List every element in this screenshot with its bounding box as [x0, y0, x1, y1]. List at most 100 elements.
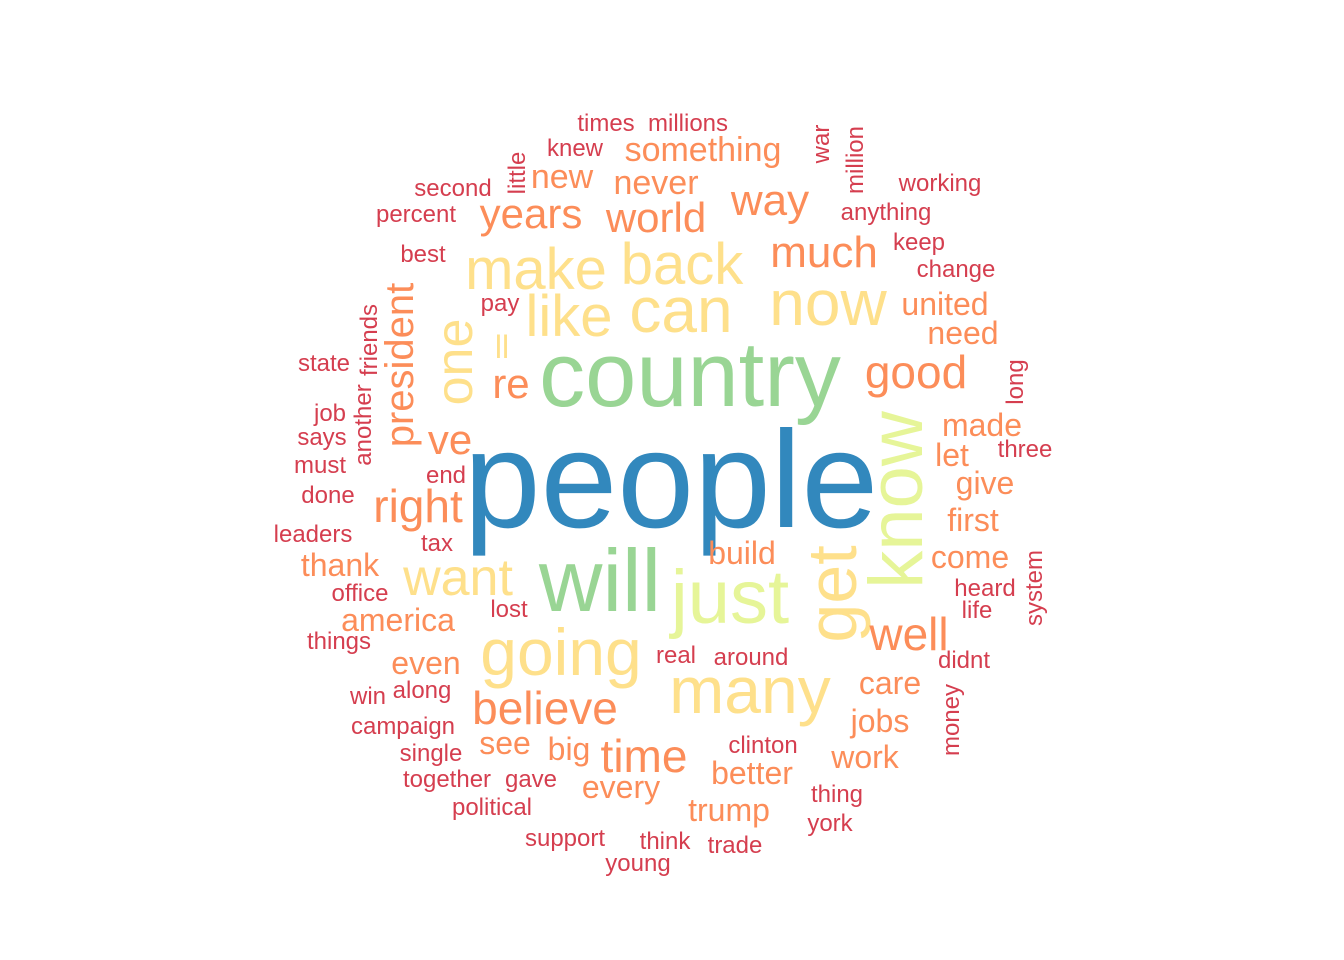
word-together: together — [402, 766, 492, 793]
word-end: end — [425, 462, 467, 489]
word-win: win — [349, 683, 387, 710]
word-anything: anything — [840, 199, 932, 226]
word-change: change — [916, 256, 996, 283]
word-jobs: jobs — [850, 703, 910, 739]
word-york: york — [807, 810, 853, 837]
word-way: way — [730, 176, 810, 225]
word-working: working — [898, 170, 982, 197]
word-trump: trump — [688, 792, 770, 828]
word-time: time — [600, 730, 688, 782]
word-back: back — [620, 232, 744, 297]
word-must: must — [293, 452, 347, 479]
word-times: times — [577, 110, 635, 137]
word-million: million — [842, 125, 869, 195]
word-president: president — [378, 282, 422, 448]
word-real: real — [655, 642, 697, 669]
word-percent: percent — [375, 201, 457, 228]
word-country: country — [539, 324, 841, 426]
word-done: done — [301, 482, 355, 509]
word-going: going — [480, 615, 642, 689]
word-little: little — [504, 151, 531, 195]
word-political: political — [451, 794, 533, 821]
word-america: america — [341, 602, 455, 638]
word-around: around — [713, 644, 789, 671]
word-every: every — [581, 769, 661, 805]
word-good: good — [864, 346, 968, 398]
word-never: never — [613, 164, 699, 202]
word-state: state — [297, 350, 351, 377]
word-come: come — [930, 539, 1010, 575]
word-even: even — [391, 645, 461, 681]
word-things: things — [306, 628, 372, 655]
word-get: get — [793, 545, 871, 643]
word-thing: thing — [810, 781, 864, 808]
word-something: something — [624, 131, 782, 169]
word-world: world — [605, 194, 707, 241]
word-united: united — [901, 286, 989, 322]
word-many: many — [669, 653, 831, 727]
word-believe: believe — [472, 682, 618, 734]
word-gave: gave — [504, 766, 558, 793]
word-right: right — [373, 480, 463, 532]
word-didnt: didnt — [937, 647, 991, 674]
word-along: along — [392, 677, 452, 704]
word-build: build — [708, 535, 776, 571]
word-clinton: clinton — [728, 732, 798, 759]
word-office: office — [331, 580, 389, 607]
word-job: job — [313, 400, 347, 427]
word-best: best — [400, 241, 446, 268]
word-years: years — [479, 190, 583, 237]
word-much: much — [770, 228, 878, 277]
word-tax: tax — [420, 530, 454, 557]
word-another: another — [350, 384, 377, 466]
word-keep: keep — [892, 229, 946, 256]
word-re: re — [492, 360, 530, 407]
word-made: made — [941, 407, 1023, 443]
word-well: well — [869, 608, 949, 660]
word-give: give — [955, 465, 1015, 501]
word-one: one — [426, 318, 484, 406]
word-support: support — [524, 825, 606, 852]
word-single: single — [399, 740, 463, 767]
word-long: long — [1002, 359, 1029, 405]
word-like: like — [525, 284, 613, 349]
word-heard: heard — [954, 575, 1016, 602]
word-first: first — [947, 502, 999, 538]
word-says: says — [297, 424, 347, 451]
word-leaders: leaders — [273, 521, 353, 548]
word-life: life — [961, 597, 993, 624]
word-war: war — [808, 124, 835, 164]
word-system: system — [1021, 549, 1048, 627]
word-will: will — [538, 531, 662, 630]
word-make: make — [465, 237, 607, 302]
word-people: people — [463, 403, 879, 557]
word-young: young — [605, 850, 671, 877]
word-let: let — [935, 437, 969, 473]
word-now: now — [769, 267, 887, 339]
word-trade: trade — [707, 832, 763, 859]
word-ve: ve — [427, 416, 473, 463]
word-need: need — [927, 315, 999, 351]
word-care: care — [858, 665, 922, 701]
word-pay: pay — [480, 290, 520, 317]
word-friends: friends — [356, 303, 383, 377]
word-millions: millions — [647, 110, 729, 137]
word-lost: lost — [490, 596, 528, 623]
word-work: work — [831, 739, 899, 775]
word-just: just — [670, 555, 790, 640]
word-thank: thank — [300, 547, 380, 583]
word-knew: knew — [546, 135, 604, 162]
word-ll: ll — [494, 329, 510, 365]
word-new: new — [530, 158, 594, 196]
word-better: better — [711, 755, 793, 791]
word-want: want — [403, 549, 513, 607]
word-can: can — [629, 274, 733, 346]
word-campaign: campaign — [350, 713, 456, 740]
word-big: big — [547, 731, 591, 767]
word-see: see — [479, 725, 531, 761]
word-money: money — [938, 683, 965, 757]
word-second: second — [414, 175, 492, 202]
word-three: three — [997, 436, 1053, 463]
word-think: think — [639, 828, 691, 855]
